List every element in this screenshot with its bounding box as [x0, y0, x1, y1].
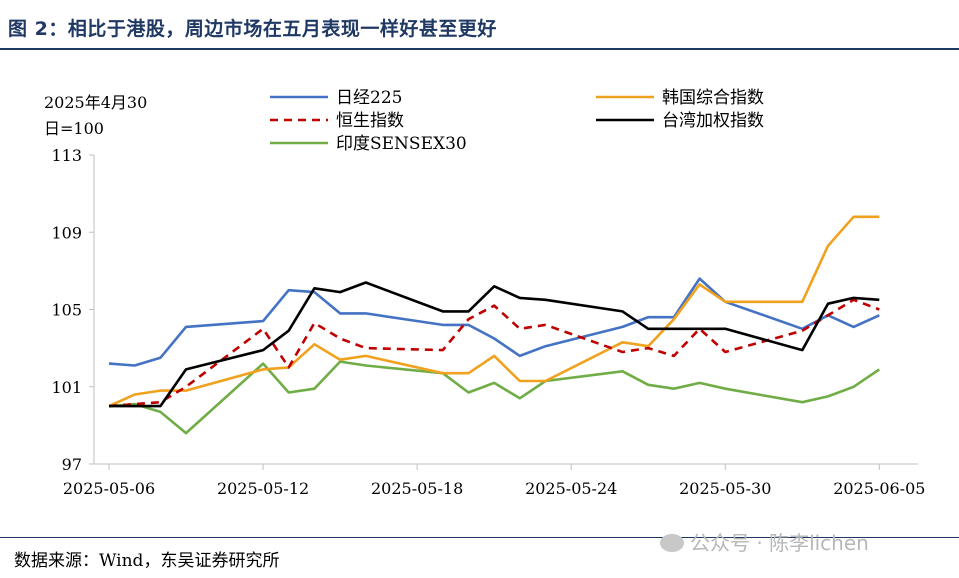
y-tick-label: 105: [51, 301, 82, 320]
legend-label-4: 印度SENSEX30: [336, 134, 467, 154]
chart-series-lines: [108, 215, 881, 435]
wechat-icon: [660, 533, 684, 552]
x-tick-label: 2025-05-24: [525, 479, 617, 498]
line-chart: 97 101 105 109 113 2025-05-06 2025-05-12 2025-0…: [44, 88, 925, 498]
x-tick-label: 2025-05-12: [217, 479, 309, 498]
legend-label-1: 韩国综合指数: [662, 88, 764, 108]
watermark: 公众号 · 陈李lichen: [660, 527, 869, 556]
legend-label-3: 台湾加权指数: [662, 111, 764, 131]
series-line-4: [108, 360, 881, 435]
series-line-3: [109, 281, 880, 408]
watermark-text: 公众号 · 陈李lichen: [690, 531, 869, 555]
legend-label-0: 日经225: [336, 88, 402, 108]
base-note-line1: 2025年4月30: [44, 93, 147, 112]
top-rule: [0, 48, 959, 50]
series-line-1: [108, 215, 880, 408]
y-tick-label: 97: [62, 455, 82, 474]
base-note-line2: 日=100: [44, 119, 104, 138]
y-tick-label: 101: [51, 378, 82, 397]
series-line-0: [108, 277, 880, 367]
legend-label-2: 恒生指数: [336, 111, 404, 131]
source-note: 数据来源：Wind，东吴证券研究所: [14, 551, 280, 571]
y-tick-label: 109: [51, 223, 82, 242]
x-tick-label: 2025-05-18: [371, 479, 463, 498]
series-line-2: [108, 298, 880, 408]
y-tick-label: 113: [51, 146, 82, 165]
x-tick-label: 2025-05-30: [679, 479, 771, 498]
x-tick-label: 2025-06-05: [833, 479, 925, 498]
chart-axes: 97 101 105 109 113 2025-05-06 2025-05-12 2025-0…: [51, 146, 925, 498]
bottom-rule: [0, 537, 959, 538]
figure-title: 图 2：相比于港股，周边市场在五月表现一样好甚至更好: [8, 18, 497, 40]
x-tick-label: 2025-05-06: [63, 479, 155, 498]
